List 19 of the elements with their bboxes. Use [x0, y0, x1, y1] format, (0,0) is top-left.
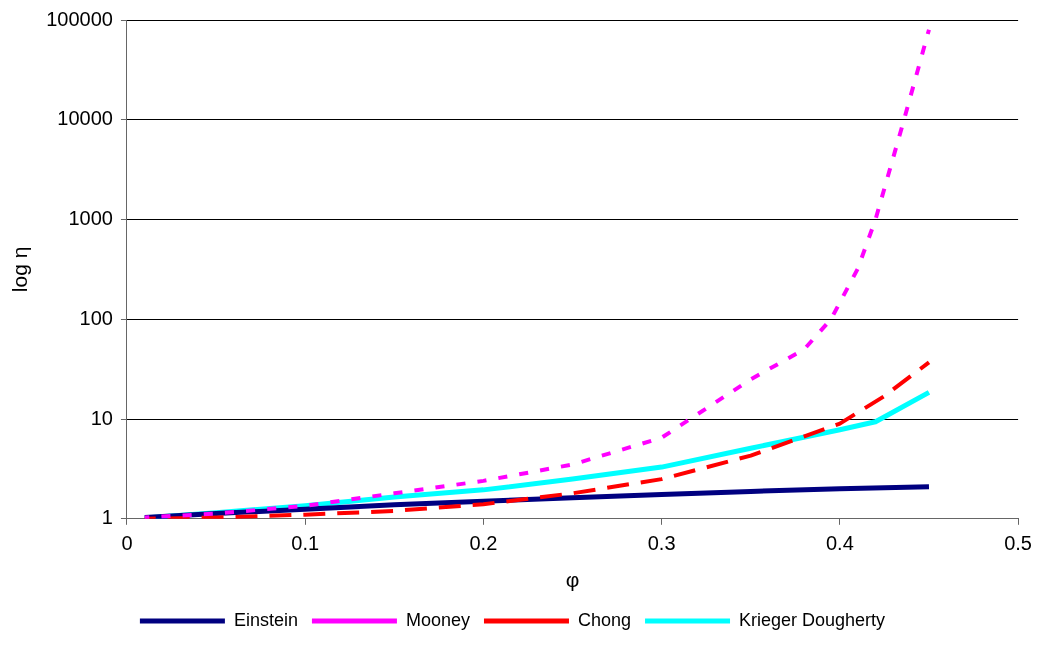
- legend-label: Einstein: [233, 609, 298, 630]
- x-tick-label: 0.2: [469, 532, 498, 555]
- y-tick-label: 100: [79, 306, 113, 329]
- x-tick-label: 0.5: [1004, 532, 1032, 555]
- y-tick-label: 10000: [57, 107, 113, 130]
- y-tick-label: 10: [90, 406, 113, 429]
- x-axis-title: φ: [565, 568, 580, 592]
- x-tick-label: 0.4: [825, 532, 854, 555]
- legend-label: Krieger Dougherty: [739, 609, 886, 630]
- x-tick-label: 0.1: [291, 532, 320, 555]
- y-axis-title: log η: [8, 246, 32, 293]
- legend-label: Mooney: [405, 609, 470, 630]
- legend-label: Chong: [577, 609, 632, 630]
- y-tick-label: 100000: [46, 7, 113, 30]
- y-tick-label: 1000: [68, 207, 113, 230]
- line-series: [142, 27, 931, 519]
- x-tick-label: 0: [121, 532, 133, 555]
- y-tick-label: 1: [101, 506, 113, 529]
- x-tick-label: 0.3: [647, 532, 676, 555]
